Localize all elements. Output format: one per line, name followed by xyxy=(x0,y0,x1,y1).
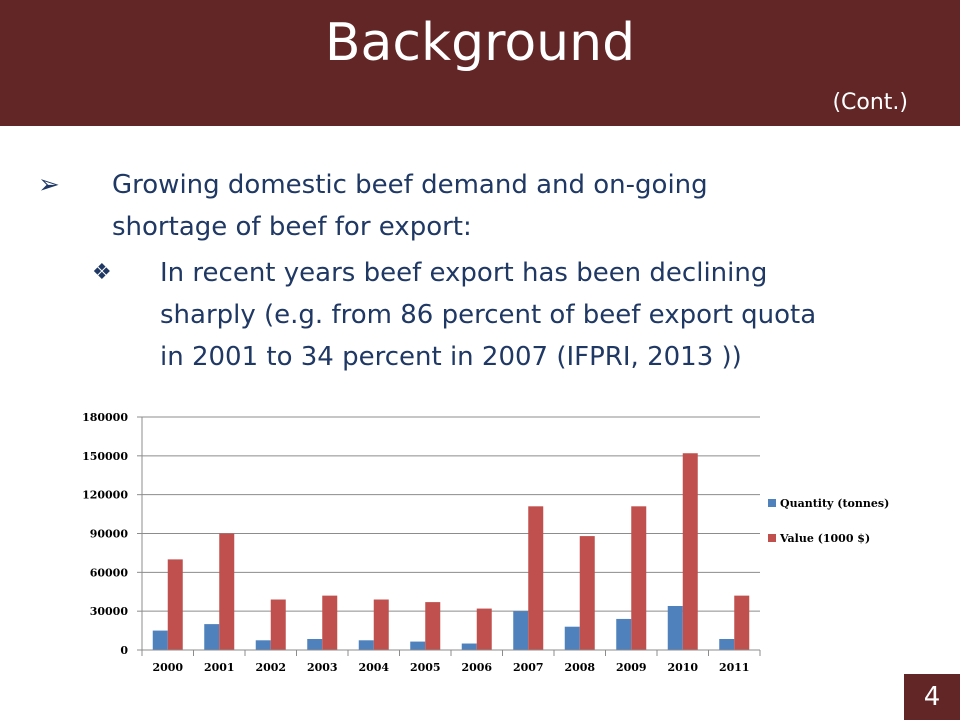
bar-value-2006 xyxy=(476,608,492,650)
x-tick-label: 2001 xyxy=(204,661,235,674)
page-number: 4 xyxy=(904,674,960,720)
y-tick-label: 120000 xyxy=(82,489,128,502)
chart-legend: Quantity (tonnes) Value (1000 $) xyxy=(768,497,889,545)
bar-value-2007 xyxy=(528,506,544,650)
x-tick-label: 2006 xyxy=(461,661,492,674)
slide-subtitle: (Cont.) xyxy=(832,90,908,115)
x-tick-label: 2005 xyxy=(410,661,441,674)
y-tick-label: 90000 xyxy=(90,528,129,541)
bar-value-2001 xyxy=(219,533,235,650)
x-axis-ticks: 2000 2001 2002 2003 2004 2005 2006 2007 2008 2009… xyxy=(152,661,749,674)
bar-value-2004 xyxy=(373,599,389,650)
bar-value-2000 xyxy=(167,559,183,650)
bar-value-2009 xyxy=(631,506,647,650)
bar-quantity-2001 xyxy=(204,624,220,650)
x-tick-label: 2004 xyxy=(358,661,389,674)
bar-quantity-2006 xyxy=(461,643,477,650)
x-tick-label: 2000 xyxy=(152,661,183,674)
bar-value-2003 xyxy=(322,595,338,650)
x-tick-label: 2011 xyxy=(719,661,750,674)
bar-quantity-2004 xyxy=(358,640,374,650)
x-tick-label: 2010 xyxy=(667,661,698,674)
y-tick-label: 180000 xyxy=(82,411,128,424)
legend-swatch xyxy=(768,534,776,542)
bar-quantity-2000 xyxy=(152,630,168,650)
bar-quantity-2010 xyxy=(667,605,683,650)
legend-label: Value (1000 $) xyxy=(779,532,870,545)
sub-bullet-line: in 2001 to 34 percent in 2007 (IFPRI, 20… xyxy=(160,342,742,372)
bar-quantity-2009 xyxy=(616,618,632,650)
legend-swatch xyxy=(768,499,776,507)
bullet-line: shortage of beef for export: xyxy=(112,212,472,242)
bar-quantity-2011 xyxy=(719,638,735,650)
y-tick-label: 150000 xyxy=(82,450,128,463)
bar-quantity-2002 xyxy=(255,640,271,650)
bar-quantity-2003 xyxy=(307,638,323,650)
bar-value-2002 xyxy=(270,599,286,650)
y-axis-ticks: 0 30000 60000 90000 120000 150000 180000 xyxy=(82,411,128,657)
bar-value-2011 xyxy=(734,595,750,650)
bar-value-2010 xyxy=(682,453,698,650)
bar-quantity-2008 xyxy=(564,626,580,650)
bar-value-2008 xyxy=(579,536,595,650)
y-tick-label: 0 xyxy=(120,644,128,657)
bar-value-2005 xyxy=(425,602,441,650)
arrow-bullet-icon: ➢ xyxy=(38,170,60,200)
y-tick-label: 60000 xyxy=(90,566,129,579)
chart-axes xyxy=(137,416,761,656)
bar-quantity-2007 xyxy=(513,611,529,650)
sub-bullet-line: sharply (e.g. from 86 percent of beef ex… xyxy=(160,300,817,330)
chart-bars xyxy=(152,453,750,650)
chart-gridlines xyxy=(142,416,760,651)
x-tick-label: 2009 xyxy=(616,661,647,674)
legend-label: Quantity (tonnes) xyxy=(780,497,889,510)
diamond-bullet-icon: ❖ xyxy=(92,260,112,285)
bullet-line: Growing domestic beef demand and on-goin… xyxy=(112,170,708,200)
x-tick-label: 2003 xyxy=(307,661,338,674)
slide-title: Background xyxy=(324,13,636,73)
x-tick-label: 2008 xyxy=(564,661,595,674)
x-tick-label: 2002 xyxy=(255,661,286,674)
title-bar: Background (Cont.) xyxy=(0,0,960,126)
y-tick-label: 30000 xyxy=(90,605,129,618)
sub-bullet-line: In recent years beef export has been dec… xyxy=(160,258,768,288)
bar-quantity-2005 xyxy=(410,641,426,650)
x-tick-label: 2007 xyxy=(513,661,544,674)
